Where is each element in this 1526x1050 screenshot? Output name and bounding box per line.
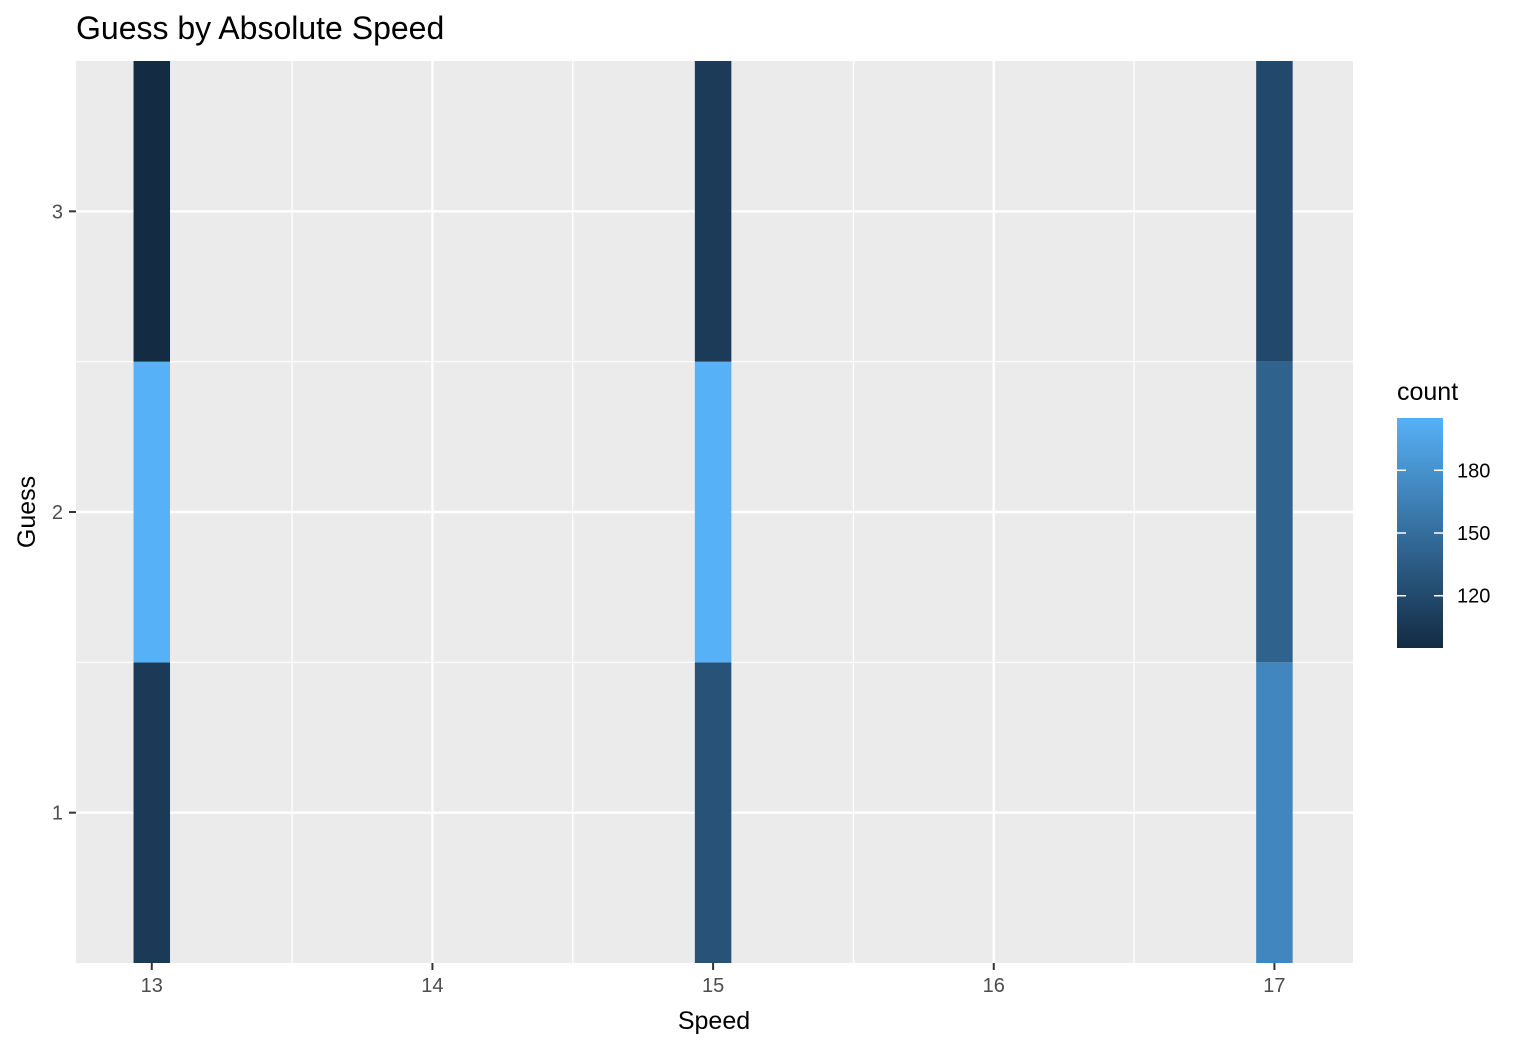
heatmap-cell (694, 662, 732, 963)
x-tick-label: 15 (702, 975, 724, 997)
color-legend: count 120 150 180 (1397, 378, 1490, 648)
legend-ticks: 120 150 180 (1397, 460, 1490, 608)
heatmap-cell (133, 361, 171, 663)
heatmap-cells (133, 61, 1293, 963)
heatmap-cell (1256, 61, 1293, 362)
y-tick-label: 3 (52, 201, 63, 223)
x-axis: 13 14 15 16 17 (141, 963, 1286, 997)
heatmap-cell (133, 61, 171, 362)
heatmap-cell (133, 662, 171, 963)
heatmap-cell (1256, 361, 1293, 663)
chart-title: Guess by Absolute Speed (76, 10, 444, 46)
y-axis-title: Guess (13, 476, 41, 548)
legend-tick-label: 180 (1457, 460, 1490, 482)
y-axis: 1 2 3 (52, 201, 76, 825)
x-tick-label: 13 (141, 975, 163, 997)
x-tick-label: 17 (1263, 975, 1285, 997)
heatmap-cell (694, 61, 732, 362)
legend-title: count (1397, 378, 1458, 406)
legend-tick-label: 120 (1457, 586, 1490, 608)
heatmap-cell (694, 361, 732, 663)
legend-tick-label: 150 (1457, 523, 1490, 545)
heatmap-cell (1256, 662, 1293, 963)
x-tick-label: 16 (983, 975, 1005, 997)
x-axis-title: Speed (678, 1007, 750, 1035)
y-tick-label: 2 (52, 502, 63, 524)
y-tick-label: 1 (52, 803, 63, 825)
x-tick-label: 14 (421, 975, 443, 997)
